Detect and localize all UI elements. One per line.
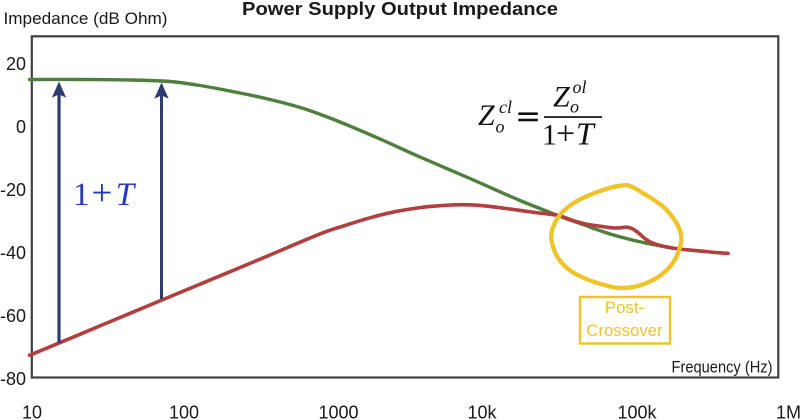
svg-text:10k: 10k [467, 403, 497, 420]
svg-text:o: o [496, 117, 505, 137]
svg-text:T: T [116, 177, 137, 213]
svg-text:10: 10 [22, 403, 42, 420]
svg-text:-40: -40 [0, 243, 26, 263]
svg-text:Z: Z [478, 99, 495, 132]
svg-text:0: 0 [16, 117, 26, 137]
svg-text:-80: -80 [0, 369, 26, 389]
svg-text:100k: 100k [617, 403, 657, 420]
svg-text:o: o [570, 97, 579, 117]
svg-text:T: T [576, 116, 596, 152]
svg-text:Crossover: Crossover [586, 321, 663, 340]
svg-text:Z: Z [553, 80, 570, 113]
svg-text:1M: 1M [776, 403, 800, 420]
svg-text:Post-: Post- [605, 298, 644, 317]
svg-text:20: 20 [6, 54, 26, 74]
svg-text:-60: -60 [0, 306, 26, 326]
svg-text:cl: cl [499, 97, 512, 117]
svg-text:Power Supply Output Impedance: Power Supply Output Impedance [242, 0, 558, 19]
svg-text:+: + [556, 116, 575, 153]
svg-text:1000: 1000 [318, 403, 358, 420]
svg-text:+: + [92, 173, 113, 214]
svg-text:1: 1 [542, 119, 557, 152]
svg-text:Frequency (Hz): Frequency (Hz) [672, 358, 773, 376]
svg-text:Impedance (dB Ohm): Impedance (dB Ohm) [4, 10, 168, 28]
svg-text:-20: -20 [0, 180, 26, 200]
svg-text:ol: ol [573, 77, 587, 97]
svg-text:1: 1 [73, 177, 90, 213]
svg-text:100: 100 [169, 403, 199, 420]
